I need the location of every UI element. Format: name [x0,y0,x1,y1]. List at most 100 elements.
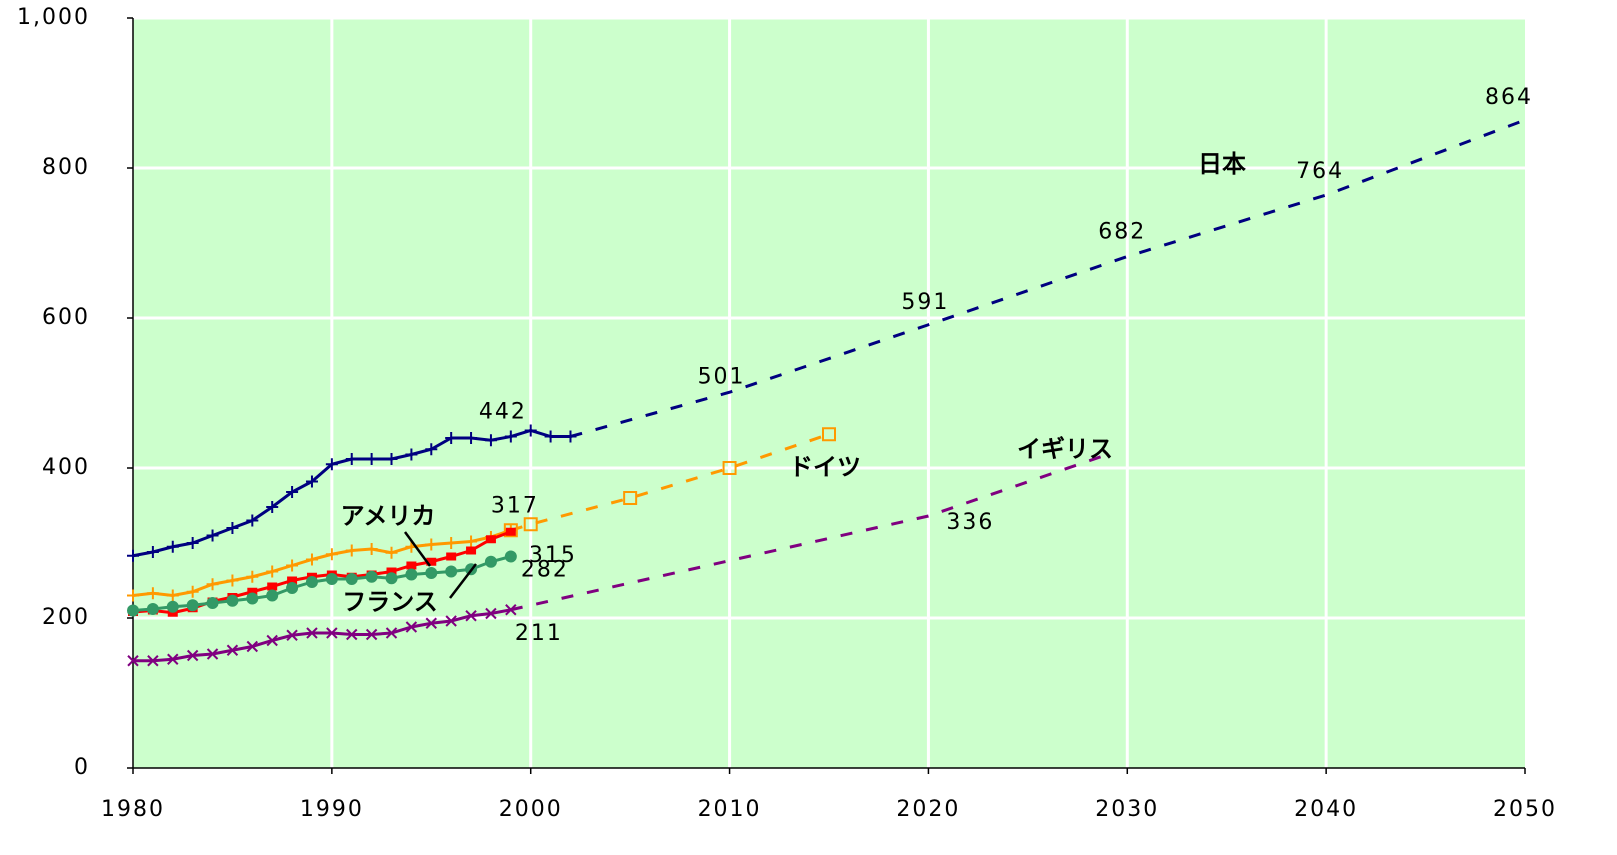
marker [186,599,199,612]
marker [287,576,298,585]
y-tick-label: 600 [42,305,90,330]
data-label: 682 [1098,220,1146,245]
marker [186,537,199,549]
marker [127,604,139,617]
x-tick-label: 2030 [1095,797,1159,822]
marker [406,561,417,570]
marker [147,655,159,667]
marker [166,540,179,553]
leader-line [403,531,432,567]
marker [206,529,219,542]
marker [286,486,299,498]
marker [127,549,139,562]
marker [266,565,279,578]
series-name: 日本 [1198,150,1246,178]
marker [146,546,159,558]
marker [365,570,378,583]
marker [306,627,318,639]
marker [425,443,438,456]
marker [484,555,497,568]
series-line [570,118,1526,438]
marker [247,587,258,596]
y-tick-label: 1,000 [17,5,90,30]
marker [466,546,477,555]
marker [365,453,378,465]
marker [146,587,159,600]
marker [345,544,358,557]
data-label: 336 [946,510,994,535]
marker [186,585,199,598]
marker [226,644,239,656]
marker [722,461,737,475]
marker [544,430,557,443]
marker [385,453,398,465]
marker [465,610,477,622]
series-name: イギリス [1017,435,1113,463]
marker [446,552,457,561]
marker [504,430,517,443]
data-label: 764 [1296,159,1344,184]
marker [445,565,458,578]
y-tick-label: 200 [42,605,90,630]
marker [345,453,358,465]
marker [166,589,179,602]
y-tick-label: 400 [42,455,90,480]
marker [305,576,318,588]
x-tick-label: 1980 [101,797,165,822]
marker [386,567,397,576]
marker [524,424,537,437]
marker [345,573,358,585]
marker [267,582,278,591]
marker [385,546,398,559]
x-tick-label: 2010 [698,797,762,822]
x-tick-label: 2020 [896,797,960,822]
marker [365,628,378,641]
marker [505,527,516,536]
marker [206,648,219,660]
marker [326,627,338,639]
marker [425,538,438,551]
marker [186,649,199,662]
marker [286,582,299,594]
data-label: 317 [491,493,539,518]
marker [325,548,338,561]
marker [266,634,278,647]
marker [206,578,219,591]
marker [166,600,179,613]
marker [485,607,497,620]
marker [445,432,458,444]
leader-line [449,563,477,599]
marker [127,589,139,602]
data-label: 282 [521,558,569,583]
marker [485,535,496,544]
series-line [510,453,1108,612]
marker [305,553,318,566]
marker [425,617,437,629]
marker [523,517,538,532]
x-tick-label: 1990 [300,797,364,822]
marker [167,653,179,665]
series-line [133,608,512,663]
marker [127,655,139,667]
marker [822,427,836,442]
marker [465,535,478,548]
marker [226,522,239,534]
marker [226,594,239,607]
marker [146,603,159,615]
marker [365,543,378,555]
series-line [510,432,830,532]
series-name: アメリカ [341,502,436,530]
x-tick-label: 2040 [1294,797,1358,822]
x-tick-label: 2000 [499,797,563,822]
marker [325,458,338,471]
marker [385,627,398,639]
marker [405,621,418,633]
y-tick-label: 0 [74,755,90,780]
marker [504,550,517,563]
marker [445,615,457,627]
data-label: 315 [529,543,577,568]
marker [405,448,418,461]
marker [426,557,437,566]
data-label: 591 [901,290,949,315]
